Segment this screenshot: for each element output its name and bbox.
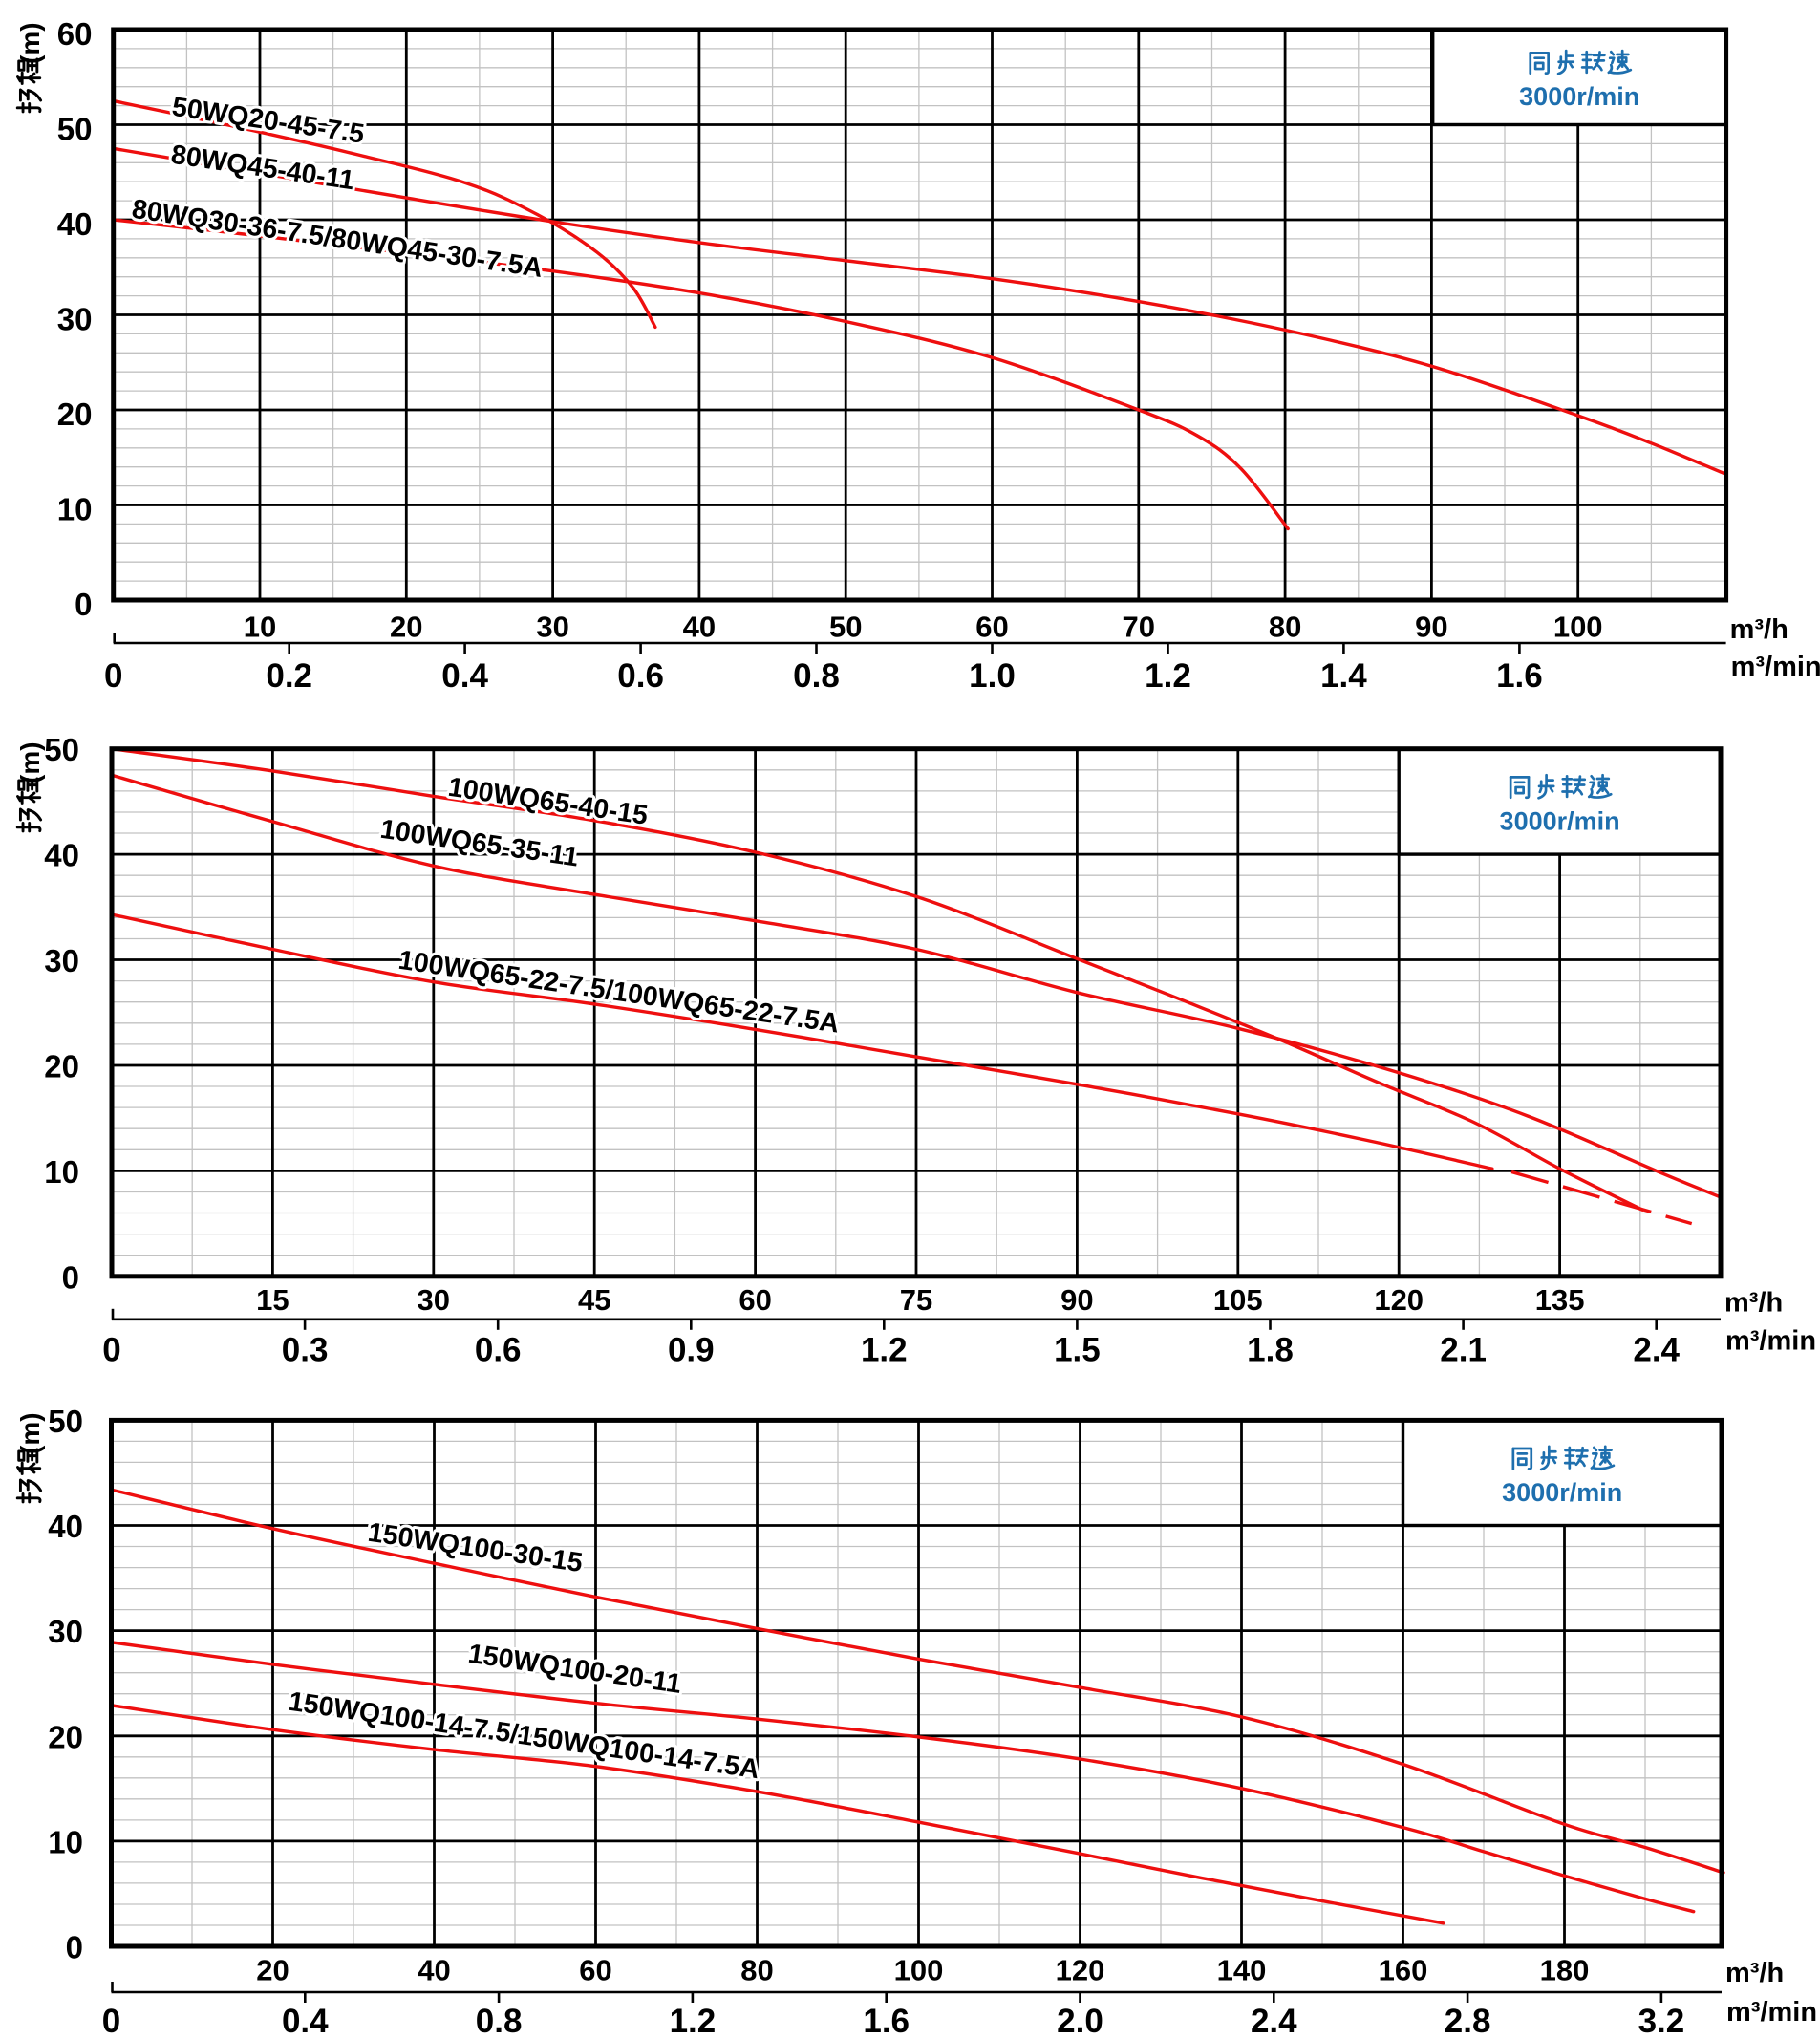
svg-text:60: 60 xyxy=(739,1283,771,1317)
svg-text:30: 30 xyxy=(536,611,568,644)
svg-text:60: 60 xyxy=(57,16,93,52)
svg-text:30: 30 xyxy=(44,943,79,978)
svg-text:120: 120 xyxy=(1056,1954,1105,1987)
svg-text:40: 40 xyxy=(48,1509,83,1544)
svg-text:m³/h: m³/h xyxy=(1730,614,1788,645)
svg-text:0.6: 0.6 xyxy=(617,657,664,695)
svg-text:1.4: 1.4 xyxy=(1320,657,1367,695)
svg-text:10: 10 xyxy=(57,492,93,527)
svg-text:m³/min: m³/min xyxy=(1731,652,1820,682)
svg-text:2.1: 2.1 xyxy=(1440,1332,1487,1369)
svg-text:(m): (m) xyxy=(15,741,45,783)
svg-text:1.6: 1.6 xyxy=(863,2003,910,2034)
svg-text:0: 0 xyxy=(102,2003,120,2034)
svg-text:30: 30 xyxy=(48,1614,83,1649)
svg-text:3000r/min: 3000r/min xyxy=(1500,806,1620,835)
svg-text:m³/h: m³/h xyxy=(1724,1288,1783,1319)
svg-text:0: 0 xyxy=(104,657,122,695)
svg-text:0: 0 xyxy=(66,1930,83,1965)
svg-text:20: 20 xyxy=(57,397,93,432)
svg-text:45: 45 xyxy=(578,1283,610,1317)
svg-text:40: 40 xyxy=(683,611,716,644)
svg-text:3.2: 3.2 xyxy=(1638,2003,1685,2034)
svg-text:80: 80 xyxy=(740,1954,773,1987)
svg-text:40: 40 xyxy=(44,838,79,873)
svg-text:2.8: 2.8 xyxy=(1445,2003,1491,2034)
svg-text:15: 15 xyxy=(256,1283,289,1317)
svg-text:3000r/min: 3000r/min xyxy=(1502,1478,1622,1507)
svg-text:100: 100 xyxy=(894,1954,944,1987)
svg-text:1.5: 1.5 xyxy=(1054,1332,1101,1369)
svg-text:m³/min: m³/min xyxy=(1726,1997,1817,2028)
svg-text:20: 20 xyxy=(256,1954,289,1987)
svg-text:(m): (m) xyxy=(15,1412,45,1454)
svg-text:2.4: 2.4 xyxy=(1251,2003,1297,2034)
svg-text:50: 50 xyxy=(57,112,93,147)
svg-text:50: 50 xyxy=(48,1404,83,1439)
svg-text:20: 20 xyxy=(44,1049,79,1084)
svg-text:40: 40 xyxy=(57,206,93,242)
svg-text:120: 120 xyxy=(1374,1283,1424,1317)
svg-text:100: 100 xyxy=(1553,611,1603,644)
svg-text:105: 105 xyxy=(1213,1283,1263,1317)
svg-text:140: 140 xyxy=(1217,1954,1267,1987)
svg-text:m³/min: m³/min xyxy=(1725,1326,1816,1357)
svg-text:0.4: 0.4 xyxy=(441,657,488,695)
svg-text:40: 40 xyxy=(418,1954,450,1987)
svg-text:0: 0 xyxy=(102,1332,120,1369)
svg-text:0.8: 0.8 xyxy=(476,2003,523,2034)
svg-text:50: 50 xyxy=(829,611,862,644)
svg-text:75: 75 xyxy=(900,1283,932,1317)
svg-text:70: 70 xyxy=(1123,611,1155,644)
svg-text:1.2: 1.2 xyxy=(670,2003,717,2034)
svg-text:1.8: 1.8 xyxy=(1247,1332,1294,1369)
svg-text:50: 50 xyxy=(44,732,79,767)
svg-text:1.2: 1.2 xyxy=(1145,657,1191,695)
svg-text:1.6: 1.6 xyxy=(1496,657,1543,695)
svg-text:90: 90 xyxy=(1060,1283,1093,1317)
svg-text:0.6: 0.6 xyxy=(475,1332,522,1369)
svg-text:(m): (m) xyxy=(15,22,45,64)
svg-text:0.3: 0.3 xyxy=(282,1332,329,1369)
svg-text:10: 10 xyxy=(48,1824,83,1859)
svg-text:2.4: 2.4 xyxy=(1633,1332,1680,1369)
svg-text:30: 30 xyxy=(57,302,93,337)
svg-text:0.9: 0.9 xyxy=(668,1332,715,1369)
svg-text:0.4: 0.4 xyxy=(282,2003,329,2034)
svg-text:90: 90 xyxy=(1415,611,1447,644)
svg-text:2.0: 2.0 xyxy=(1057,2003,1103,2034)
svg-text:0.2: 0.2 xyxy=(266,657,312,695)
svg-text:180: 180 xyxy=(1540,1954,1590,1987)
svg-text:m³/h: m³/h xyxy=(1725,1958,1784,1988)
svg-text:10: 10 xyxy=(44,1154,79,1190)
svg-text:20: 20 xyxy=(48,1719,83,1754)
svg-text:80: 80 xyxy=(1269,611,1301,644)
svg-text:1.2: 1.2 xyxy=(861,1332,908,1369)
svg-text:60: 60 xyxy=(579,1954,611,1987)
svg-text:0: 0 xyxy=(62,1259,79,1295)
svg-text:160: 160 xyxy=(1379,1954,1428,1987)
svg-text:135: 135 xyxy=(1535,1283,1585,1317)
svg-text:0: 0 xyxy=(75,587,92,622)
svg-text:1.0: 1.0 xyxy=(969,657,1016,695)
svg-text:30: 30 xyxy=(418,1283,450,1317)
svg-text:0.8: 0.8 xyxy=(793,657,840,695)
svg-text:10: 10 xyxy=(244,611,276,644)
svg-text:20: 20 xyxy=(390,611,422,644)
svg-text:60: 60 xyxy=(975,611,1008,644)
svg-text:3000r/min: 3000r/min xyxy=(1519,82,1639,111)
